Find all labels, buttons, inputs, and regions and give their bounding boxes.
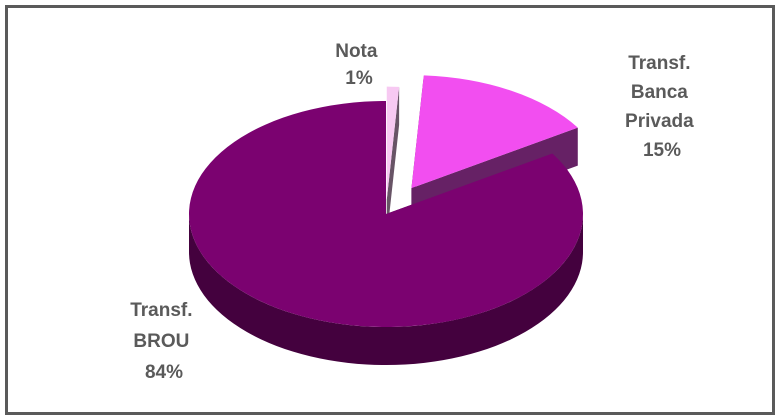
slice-nota <box>386 86 400 200</box>
slice-transf-banca-privada <box>411 75 578 189</box>
chart-frame: Nota 1% Transf. Banca Privada 15% Transf… <box>5 5 775 415</box>
pie-chart: Nota 1% Transf. Banca Privada 15% Transf… <box>130 41 699 383</box>
slice-transf-brou <box>188 101 583 327</box>
label-nota: Nota 1% <box>335 41 383 89</box>
label-banca-privada: Transf. Banca Privada 15% <box>625 53 699 161</box>
pie-tops <box>188 75 583 327</box>
label-brou: Transf. BROU 84% <box>130 300 198 383</box>
slice-face-nota-1 <box>386 86 400 238</box>
slice-side-transf-brou <box>189 214 583 365</box>
